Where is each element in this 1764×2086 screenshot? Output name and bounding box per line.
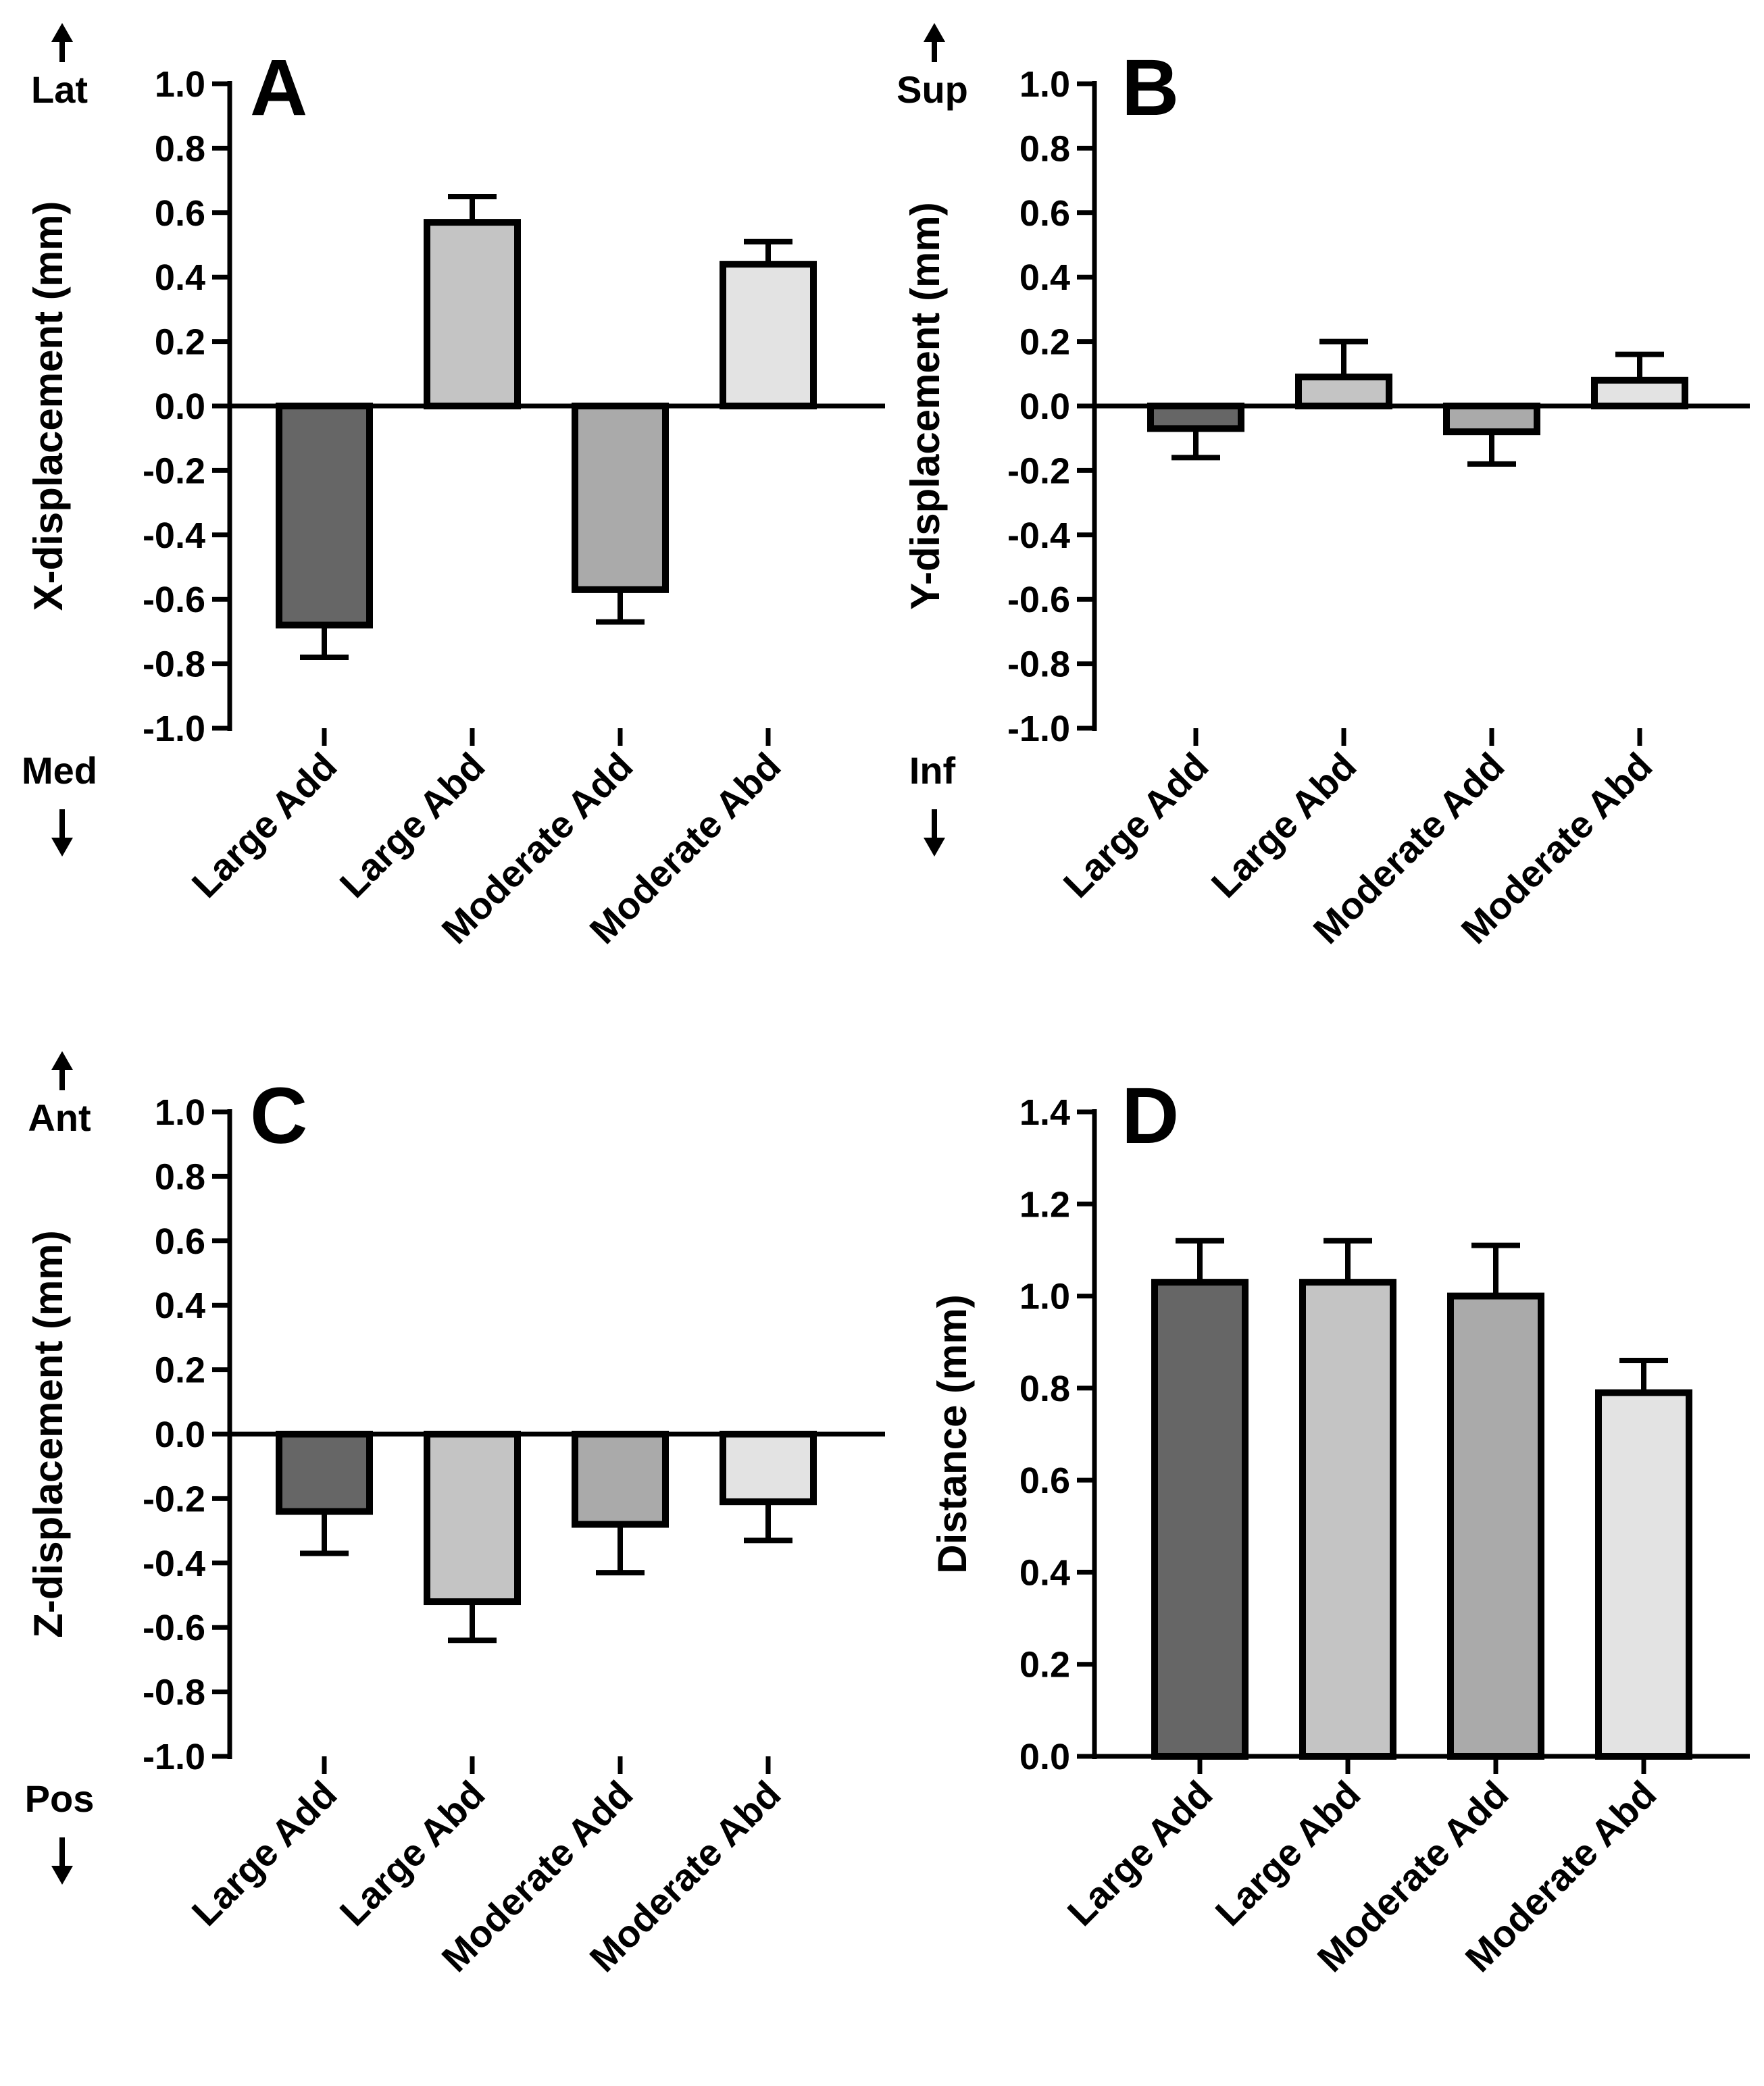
up-arrowhead-icon bbox=[51, 23, 73, 42]
y-tick-label: -1.0 bbox=[143, 1737, 205, 1777]
direction-top-label: Lat bbox=[31, 68, 88, 111]
bar-large-abd bbox=[424, 1431, 521, 1606]
category-label: Large Abd bbox=[332, 744, 493, 906]
category-label: Large Add bbox=[184, 744, 345, 906]
y-tick-label: 1.4 bbox=[1019, 1092, 1070, 1133]
y-tick-label: 0.2 bbox=[1019, 1645, 1070, 1685]
y-tick-label: -0.8 bbox=[143, 644, 205, 685]
y-axis-title: Distance (mm) bbox=[930, 1294, 975, 1573]
up-arrowhead-icon bbox=[51, 1051, 73, 1070]
y-tick-label: 0.6 bbox=[1019, 1460, 1070, 1501]
y-tick-label: -0.6 bbox=[143, 1608, 205, 1648]
category-label: Large Add bbox=[184, 1773, 345, 1934]
direction-bottom-label: Med bbox=[22, 749, 97, 792]
category-label: Large Add bbox=[1059, 1773, 1221, 1934]
y-tick-label: 0.0 bbox=[1019, 1737, 1070, 1777]
y-tick-label: 0.6 bbox=[155, 193, 205, 234]
panel-c: 1.00.80.60.40.20.0-0.2-0.4-0.6-0.8-1.0La… bbox=[25, 1051, 885, 1980]
y-tick-label: -0.4 bbox=[1007, 515, 1070, 556]
panel-a: 1.00.80.60.40.20.0-0.2-0.4-0.6-0.8-1.0La… bbox=[22, 23, 885, 952]
direction-bottom-label: Pos bbox=[25, 1777, 95, 1820]
panel-letter: A bbox=[250, 43, 307, 132]
bar-large-add bbox=[1147, 403, 1244, 432]
panel-letter: C bbox=[250, 1071, 307, 1161]
y-tick-label: 0.4 bbox=[1019, 1552, 1070, 1593]
direction-top-label: Ant bbox=[28, 1096, 91, 1139]
bar-large-abd bbox=[424, 219, 521, 409]
y-tick-label: -1.0 bbox=[143, 709, 205, 749]
direction-bottom-label: Inf bbox=[909, 749, 956, 792]
panel-b: 1.00.80.60.40.20.0-0.2-0.4-0.6-0.8-1.0La… bbox=[897, 23, 1750, 952]
category-label: Large Abd bbox=[1207, 1773, 1369, 1934]
y-tick-label: -0.4 bbox=[143, 1544, 205, 1584]
y-tick-label: 0.8 bbox=[1019, 128, 1070, 169]
up-arrowhead-icon bbox=[924, 23, 945, 42]
y-axis-title: Z-displacement (mm) bbox=[26, 1230, 71, 1637]
y-tick-label: 0.0 bbox=[1019, 386, 1070, 427]
down-arrowhead-icon bbox=[924, 838, 945, 857]
y-tick-label: 0.0 bbox=[155, 386, 205, 427]
y-tick-label: 0.2 bbox=[1019, 322, 1070, 363]
y-tick-label: 0.4 bbox=[1019, 257, 1070, 298]
bar-large-abd bbox=[1299, 1279, 1396, 1760]
bar-large-add bbox=[276, 403, 373, 629]
y-tick-label: 0.0 bbox=[155, 1415, 205, 1455]
panel-letter: B bbox=[1122, 43, 1179, 132]
bar-moderate-abd bbox=[720, 261, 817, 409]
bar-moderate-add bbox=[572, 403, 669, 593]
y-tick-label: 1.0 bbox=[1019, 64, 1070, 105]
y-tick-label: 0.8 bbox=[1019, 1369, 1070, 1409]
y-tick-label: -0.8 bbox=[1007, 644, 1070, 685]
y-tick-label: 0.4 bbox=[155, 257, 205, 298]
category-label: Large Add bbox=[1055, 744, 1217, 906]
y-tick-label: -0.2 bbox=[143, 1479, 205, 1519]
category-label: Large Abd bbox=[1203, 744, 1365, 906]
y-tick-label: 1.2 bbox=[1019, 1184, 1070, 1225]
bar-moderate-abd bbox=[720, 1431, 817, 1506]
y-tick-label: -0.8 bbox=[143, 1673, 205, 1713]
y-tick-label: -0.2 bbox=[1007, 451, 1070, 491]
y-tick-label: 0.6 bbox=[155, 1221, 205, 1262]
y-tick-label: 0.8 bbox=[155, 1156, 205, 1197]
y-tick-label: 1.0 bbox=[155, 64, 205, 105]
y-axis-title: X-displacement (mm) bbox=[26, 201, 71, 611]
y-tick-label: 1.0 bbox=[155, 1092, 205, 1133]
y-tick-label: -0.2 bbox=[143, 451, 205, 491]
bar-moderate-abd bbox=[1595, 1389, 1692, 1760]
y-tick-label: -1.0 bbox=[1007, 709, 1070, 749]
bar-large-abd bbox=[1295, 374, 1392, 410]
bar-moderate-add bbox=[1447, 1292, 1544, 1760]
y-tick-label: 0.2 bbox=[155, 1350, 205, 1391]
bar-moderate-add bbox=[1443, 403, 1540, 436]
y-tick-label: 0.4 bbox=[155, 1286, 205, 1326]
y-tick-label: 0.6 bbox=[1019, 193, 1070, 234]
bar-moderate-add bbox=[572, 1431, 669, 1528]
down-arrowhead-icon bbox=[51, 838, 73, 857]
bar-large-add bbox=[1151, 1279, 1249, 1760]
y-tick-label: -0.6 bbox=[1007, 580, 1070, 620]
y-tick-label: 0.2 bbox=[155, 322, 205, 363]
bar-large-add bbox=[276, 1431, 373, 1515]
direction-top-label: Sup bbox=[897, 68, 968, 111]
panel-letter: D bbox=[1122, 1071, 1179, 1161]
y-axis-title: Y-displacement (mm) bbox=[903, 202, 948, 610]
y-tick-label: 0.8 bbox=[155, 128, 205, 169]
bar-moderate-abd bbox=[1591, 376, 1688, 410]
down-arrowhead-icon bbox=[51, 1866, 73, 1885]
y-tick-label: -0.6 bbox=[143, 580, 205, 620]
y-tick-label: -0.4 bbox=[143, 515, 205, 556]
category-label: Large Abd bbox=[332, 1773, 493, 1934]
y-tick-label: 1.0 bbox=[1019, 1277, 1070, 1317]
